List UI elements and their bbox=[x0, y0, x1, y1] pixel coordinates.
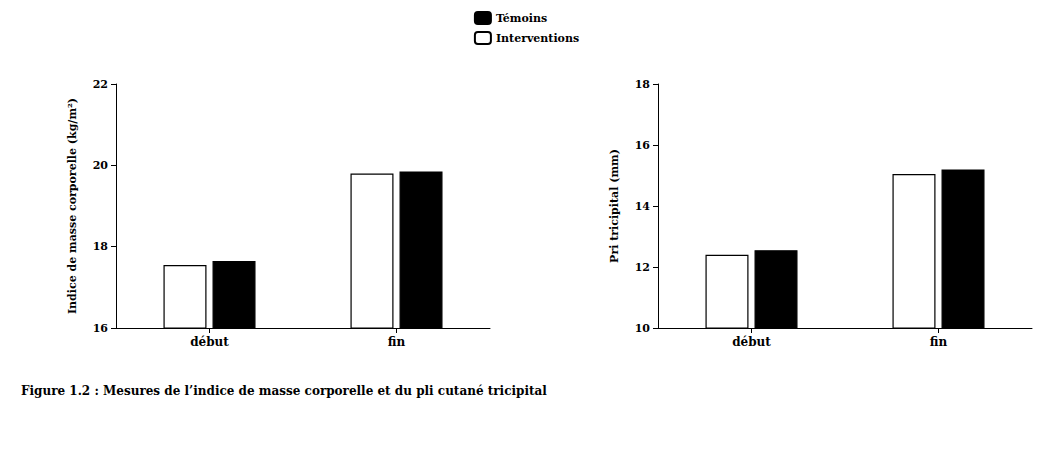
svg-text:début: début bbox=[732, 335, 771, 349]
svg-text:20: 20 bbox=[93, 159, 109, 172]
svg-text:fin: fin bbox=[388, 335, 406, 349]
svg-text:16: 16 bbox=[93, 322, 109, 335]
svg-text:18: 18 bbox=[93, 240, 109, 253]
svg-text:Indice de masse corporelle (kg: Indice de masse corporelle (kg/m²) bbox=[66, 98, 79, 314]
svg-text:16: 16 bbox=[635, 139, 651, 152]
svg-text:18: 18 bbox=[635, 78, 651, 91]
svg-text:Pri tricipital (mm): Pri tricipital (mm) bbox=[608, 149, 621, 263]
svg-text:Témoins: Témoins bbox=[496, 12, 547, 25]
svg-text:12: 12 bbox=[635, 261, 650, 274]
svg-text:22: 22 bbox=[93, 78, 108, 91]
svg-text:Interventions: Interventions bbox=[496, 32, 579, 45]
svg-text:fin: fin bbox=[930, 335, 948, 349]
svg-text:début: début bbox=[190, 335, 229, 349]
svg-text:10: 10 bbox=[635, 322, 651, 335]
svg-text:14: 14 bbox=[635, 200, 651, 213]
svg-text:Figure 1.2 : Mesures de l’indi: Figure 1.2 : Mesures de l’indice de mass… bbox=[21, 384, 547, 398]
